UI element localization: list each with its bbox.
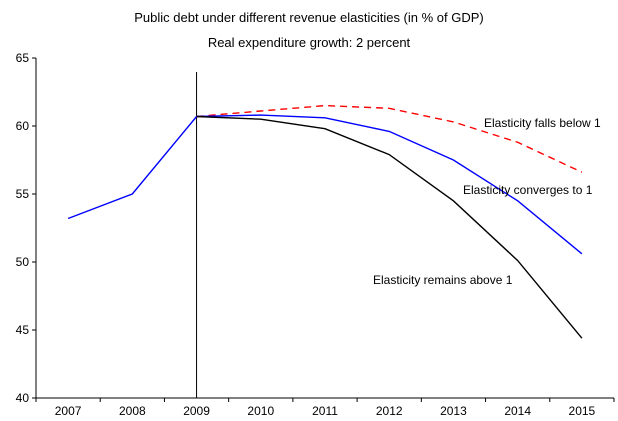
x-tick-label: 2010 <box>247 404 274 418</box>
y-tick-label: 60 <box>16 119 30 133</box>
x-tick-label: 2007 <box>55 404 82 418</box>
y-tick-label: 65 <box>16 51 30 65</box>
series-line-elasticity-falls-below-1 <box>196 104 583 173</box>
series-line-elasticity-converges-to-1 <box>196 114 583 255</box>
x-tick-label: 2015 <box>569 404 596 418</box>
x-tick-label: 2013 <box>440 404 467 418</box>
series-line-history <box>67 116 198 220</box>
series-label: Elasticity falls below 1 <box>484 116 601 130</box>
series-label: Elasticity converges to 1 <box>463 183 593 197</box>
x-tick-label: 2009 <box>183 404 210 418</box>
x-tick-label: 2008 <box>119 404 146 418</box>
y-tick-label: 50 <box>16 255 30 269</box>
y-tick-label: 55 <box>16 187 30 201</box>
x-tick-label: 2012 <box>376 404 403 418</box>
x-tick-label: 2011 <box>312 404 338 418</box>
series-label: Elasticity remains above 1 <box>373 273 513 287</box>
chart-subtitle: Real expenditure growth: 2 percent <box>207 35 411 50</box>
y-tick-label: 45 <box>16 323 30 337</box>
chart-title: Public debt under different revenue elas… <box>134 10 484 25</box>
series-line-elasticity-remains-above-1 <box>196 115 583 339</box>
y-tick-label: 40 <box>16 391 30 405</box>
x-tick-label: 2014 <box>504 404 531 418</box>
